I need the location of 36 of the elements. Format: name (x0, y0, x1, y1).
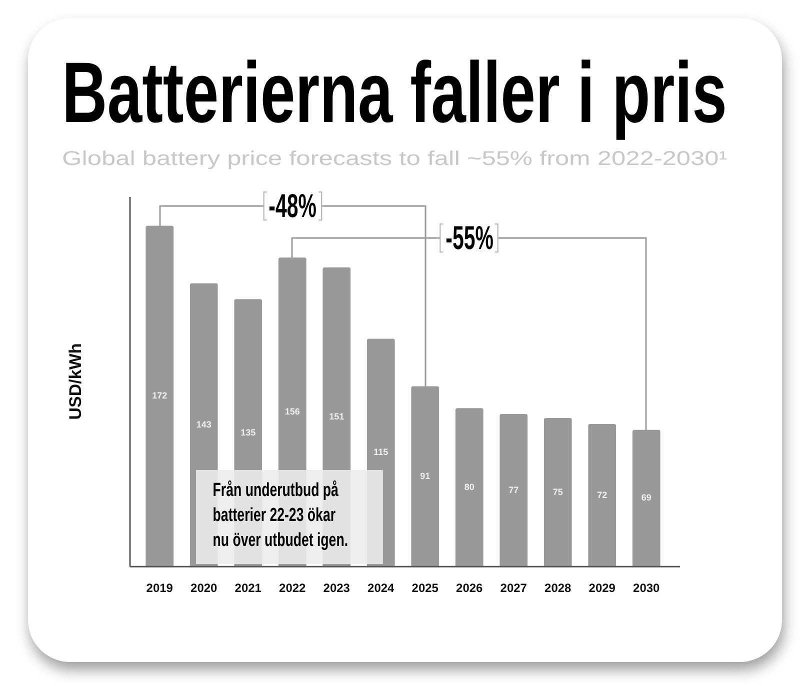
bar (500, 414, 528, 567)
bar (544, 418, 572, 567)
bar (455, 408, 484, 567)
annotation: -55% (446, 219, 494, 256)
data-label: 172 (152, 390, 168, 401)
x-tick-label: 2027 (500, 581, 528, 596)
x-tick-label: 2026 (456, 581, 484, 596)
bar (146, 226, 174, 567)
data-label: 156 (284, 406, 300, 417)
x-tick-label: 2029 (588, 581, 616, 596)
x-tick-label: 2019 (146, 581, 174, 596)
x-tick-label: 2030 (633, 581, 660, 596)
chart-title: Batterierna faller i pris (62, 45, 727, 141)
x-tick-label: 2023 (323, 581, 350, 596)
x-tick-label: 2021 (234, 581, 262, 596)
x-tick-label: 2020 (190, 581, 218, 596)
bar (588, 424, 616, 567)
data-label: 69 (641, 492, 652, 503)
annotation: Från underutbud på batterier 22-23 ökar nu över utbudet igen. (196, 470, 383, 564)
y-axis-title: USD/kWh (65, 344, 84, 420)
data-label: 72 (597, 490, 608, 500)
data-label: 80 (464, 482, 474, 492)
bar (411, 386, 440, 567)
x-tick-label: 2028 (544, 581, 572, 596)
x-tick-label: 2024 (368, 581, 395, 596)
data-label: 135 (240, 427, 256, 438)
text: -48% (268, 187, 316, 224)
data-label: 77 (508, 484, 519, 495)
x-tick-label: 2022 (279, 581, 306, 596)
x-tick-label: 2025 (412, 581, 439, 596)
data-label: 151 (329, 411, 344, 422)
data-label: 143 (196, 419, 212, 430)
data-label: 75 (552, 486, 563, 497)
data-label: 91 (420, 470, 430, 481)
bar (632, 430, 660, 567)
data-label: 115 (374, 447, 388, 458)
